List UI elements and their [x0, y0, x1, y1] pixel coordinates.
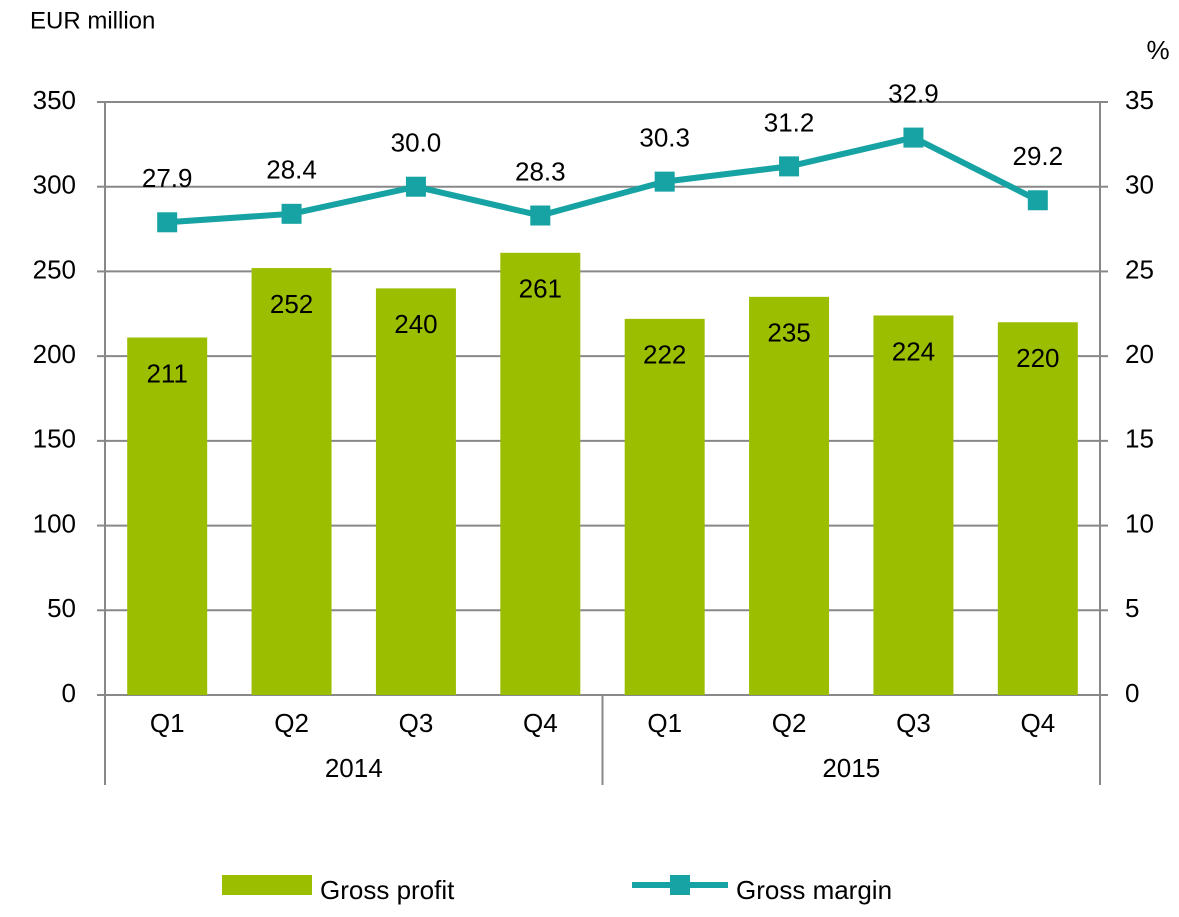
line-value-label: 32.9 [888, 78, 939, 108]
bar-value-label: 240 [394, 309, 437, 339]
line-value-label: 28.4 [266, 155, 317, 185]
legend-marker [670, 875, 690, 895]
y-tick-label: 100 [33, 508, 76, 538]
line-value-label: 27.9 [142, 163, 193, 193]
bar [375, 288, 456, 695]
bar [997, 322, 1078, 695]
group-label: 2014 [325, 753, 383, 783]
bar [749, 296, 830, 695]
x-tick-label: Q4 [1020, 708, 1055, 738]
y-tick-label: 250 [33, 254, 76, 284]
bar [873, 315, 954, 695]
group-label: 2015 [822, 753, 880, 783]
y2-tick-label: 25 [1125, 254, 1154, 284]
y-tick-label: 150 [33, 424, 76, 454]
bar [127, 337, 208, 695]
bar [251, 268, 332, 695]
line-marker [779, 156, 800, 177]
bar-value-label: 220 [1016, 343, 1059, 373]
line-value-label: 31.2 [764, 107, 815, 137]
line-marker [903, 127, 924, 148]
x-tick-label: Q3 [399, 708, 434, 738]
bar-value-label: 222 [643, 340, 686, 370]
line-value-label: 30.3 [639, 123, 690, 153]
line-value-label: 30.0 [391, 128, 442, 158]
line-marker [157, 212, 178, 233]
x-tick-label: Q2 [772, 708, 807, 738]
y-tick-label: 200 [33, 339, 76, 369]
line-value-label: 28.3 [515, 156, 566, 186]
bar-value-label: 235 [767, 318, 810, 348]
bar-value-label: 224 [892, 336, 935, 366]
x-tick-label: Q3 [896, 708, 931, 738]
x-tick-label: Q1 [647, 708, 682, 738]
legend-label: Gross profit [320, 875, 455, 905]
y-axis-label: EUR million [30, 7, 155, 34]
y2-tick-label: 15 [1125, 424, 1154, 454]
bar [500, 252, 581, 695]
line-value-label: 29.2 [1013, 141, 1064, 171]
bar-value-label: 261 [519, 274, 562, 304]
line-marker [405, 176, 426, 197]
y-tick-label: 50 [47, 593, 76, 623]
line-marker [530, 205, 551, 226]
legend-label: Gross margin [736, 875, 892, 905]
y2-tick-label: 10 [1125, 508, 1154, 538]
x-tick-label: Q4 [523, 708, 558, 738]
line-marker [654, 171, 675, 192]
y2-tick-label: 30 [1125, 170, 1154, 200]
y2-tick-label: 20 [1125, 339, 1154, 369]
y2-tick-label: 35 [1125, 85, 1154, 115]
bar-value-label: 252 [270, 289, 313, 319]
bar [624, 318, 705, 695]
y2-tick-label: 5 [1125, 593, 1139, 623]
x-tick-label: Q1 [150, 708, 185, 738]
y2-axis-label: % [1146, 35, 1169, 65]
line-marker [281, 203, 302, 224]
y-tick-label: 350 [33, 85, 76, 115]
x-tick-label: Q2 [274, 708, 309, 738]
y2-tick-label: 0 [1125, 678, 1139, 708]
bar-value-label: 211 [146, 358, 187, 388]
line-marker [1027, 190, 1048, 211]
legend-swatch [222, 875, 312, 895]
y-tick-label: 300 [33, 170, 76, 200]
line [166, 134, 1040, 226]
y-tick-label: 0 [62, 678, 76, 708]
